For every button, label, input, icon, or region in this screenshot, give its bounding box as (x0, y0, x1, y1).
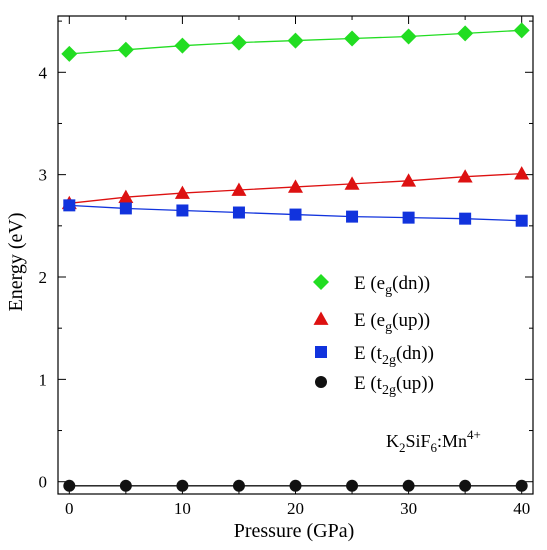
data-point-eg_dn (287, 32, 304, 49)
legend-label-eg_up: E (eg(up)) (354, 310, 430, 335)
legend-label-t2g_dn: E (t2g(dn)) (354, 343, 434, 368)
data-point-t2g_up (289, 479, 302, 492)
y-axis-title: Energy (eV) (5, 212, 27, 311)
y-tick-label: 4 (39, 63, 48, 82)
material-annotation: K2SiF6:Mn4+ (386, 427, 481, 455)
legend-label-t2g_up: E (t2g(up)) (354, 373, 434, 398)
y-tick-label: 0 (39, 473, 48, 492)
legend: E (eg(dn)) E (eg(up)) E (t2g(dn)) E (t2g(up… (313, 273, 434, 398)
data-point-eg_up (401, 173, 417, 187)
data-point-eg_up (344, 176, 360, 190)
series-t2g_up (63, 479, 528, 492)
data-point-t2g_dn (63, 199, 76, 212)
legend-marker-eg_up (313, 311, 329, 325)
data-point-eg_dn (174, 37, 191, 54)
data-point-t2g_up (515, 479, 528, 492)
data-point-t2g_dn (232, 206, 245, 219)
legend-marker-t2g_dn (315, 346, 327, 358)
plot-frame (57, 15, 534, 495)
x-tick-label: 10 (174, 499, 191, 518)
data-point-eg_dn (457, 25, 474, 42)
y-tick-label: 3 (39, 166, 48, 185)
data-point-eg_dn (513, 22, 530, 39)
data-point-t2g_up (119, 479, 132, 492)
y-tick-label: 2 (39, 268, 48, 287)
data-point-eg_dn (400, 28, 417, 45)
series-t2g_dn (63, 199, 528, 227)
series-eg_dn (61, 22, 530, 62)
legend-marker-t2g_up (315, 376, 327, 388)
data-point-eg_dn (61, 45, 78, 62)
data-point-t2g_dn (289, 208, 302, 221)
data-point-eg_up (231, 182, 247, 196)
legend-marker-eg_dn (313, 274, 329, 290)
data-point-eg_up (118, 189, 134, 204)
data-point-eg_up (514, 166, 530, 180)
data-point-eg_dn (117, 41, 134, 58)
series-layer (61, 22, 530, 492)
data-point-t2g_up (232, 479, 245, 492)
data-point-t2g_up (63, 479, 76, 492)
data-point-eg_dn (230, 34, 247, 51)
x-tick-label: 40 (513, 499, 530, 518)
data-point-eg_up (174, 185, 190, 199)
axes: 0 10 20 30 40 0 1 2 3 4 (39, 15, 534, 518)
y-tick-label: 1 (39, 370, 48, 389)
data-point-t2g_dn (515, 214, 528, 227)
data-point-t2g_dn (346, 210, 359, 223)
series-eg_up (61, 166, 530, 210)
data-point-eg_up (288, 179, 303, 193)
data-point-t2g_dn (459, 212, 472, 225)
x-tick-label: 0 (65, 499, 74, 518)
data-point-t2g_up (459, 479, 472, 492)
x-tick-label: 30 (400, 499, 417, 518)
x-tick-label: 20 (287, 499, 304, 518)
data-point-t2g_up (402, 479, 415, 492)
data-point-eg_up (457, 169, 473, 183)
data-point-t2g_dn (119, 202, 132, 215)
data-point-t2g_up (176, 479, 189, 492)
x-axis-title: Pressure (GPa) (234, 520, 355, 542)
legend-label-eg_dn: E (eg(dn)) (354, 273, 430, 298)
data-point-t2g_dn (402, 211, 415, 224)
data-point-eg_dn (344, 30, 361, 47)
data-point-t2g_dn (176, 204, 189, 217)
data-point-t2g_up (346, 479, 359, 492)
